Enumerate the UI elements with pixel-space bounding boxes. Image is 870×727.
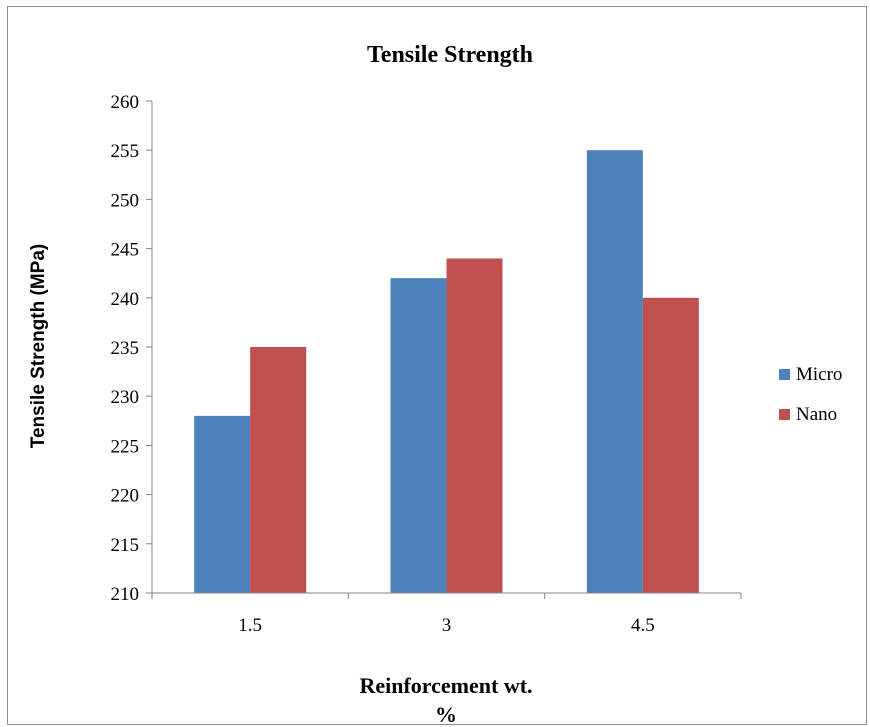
x-axis-label-line1: Reinforcement wt. [359,673,532,698]
x-tick-label: 3 [442,615,452,636]
y-tick-label: 235 [111,338,140,359]
x-tick-label: 4.5 [631,615,655,636]
y-tick-label: 260 [111,92,140,113]
legend: Micro Nano [779,364,842,425]
legend-label-nano: Nano [796,404,837,425]
y-tick-label: 230 [111,387,140,408]
bar-micro-3 [390,278,447,593]
legend-swatch-nano [779,409,790,420]
y-tick-label: 255 [111,141,140,162]
y-tick-label: 240 [111,289,140,310]
y-axis-label: Tensile Strength (MPa) [28,244,49,448]
legend-label-micro: Micro [796,364,842,385]
y-tick-label: 220 [111,486,140,507]
x-axis-label-line2: % [435,702,457,727]
bar-micro-4.5 [586,150,643,593]
y-tick-label: 210 [111,584,140,605]
y-tick-label: 215 [111,535,140,556]
bar-nano-4.5 [642,297,699,593]
y-ticks-group: 210 215 220 225 230 235 240 245 250 255 260 [111,92,152,605]
legend-swatch-micro [779,369,790,380]
bar-nano-3 [446,258,503,593]
chart-title: Tensile Strength [367,42,533,68]
axes-group [151,101,741,594]
bars-group [194,150,699,593]
y-tick-label: 245 [111,240,140,261]
bar-micro-1.5 [194,415,251,593]
bar-nano-1.5 [250,347,307,593]
y-tick-label: 250 [111,190,140,211]
x-tick-label: 1.5 [238,615,262,636]
x-ticks-group: 1.5 3 4.5 [151,593,742,636]
y-tick-label: 225 [111,436,140,457]
